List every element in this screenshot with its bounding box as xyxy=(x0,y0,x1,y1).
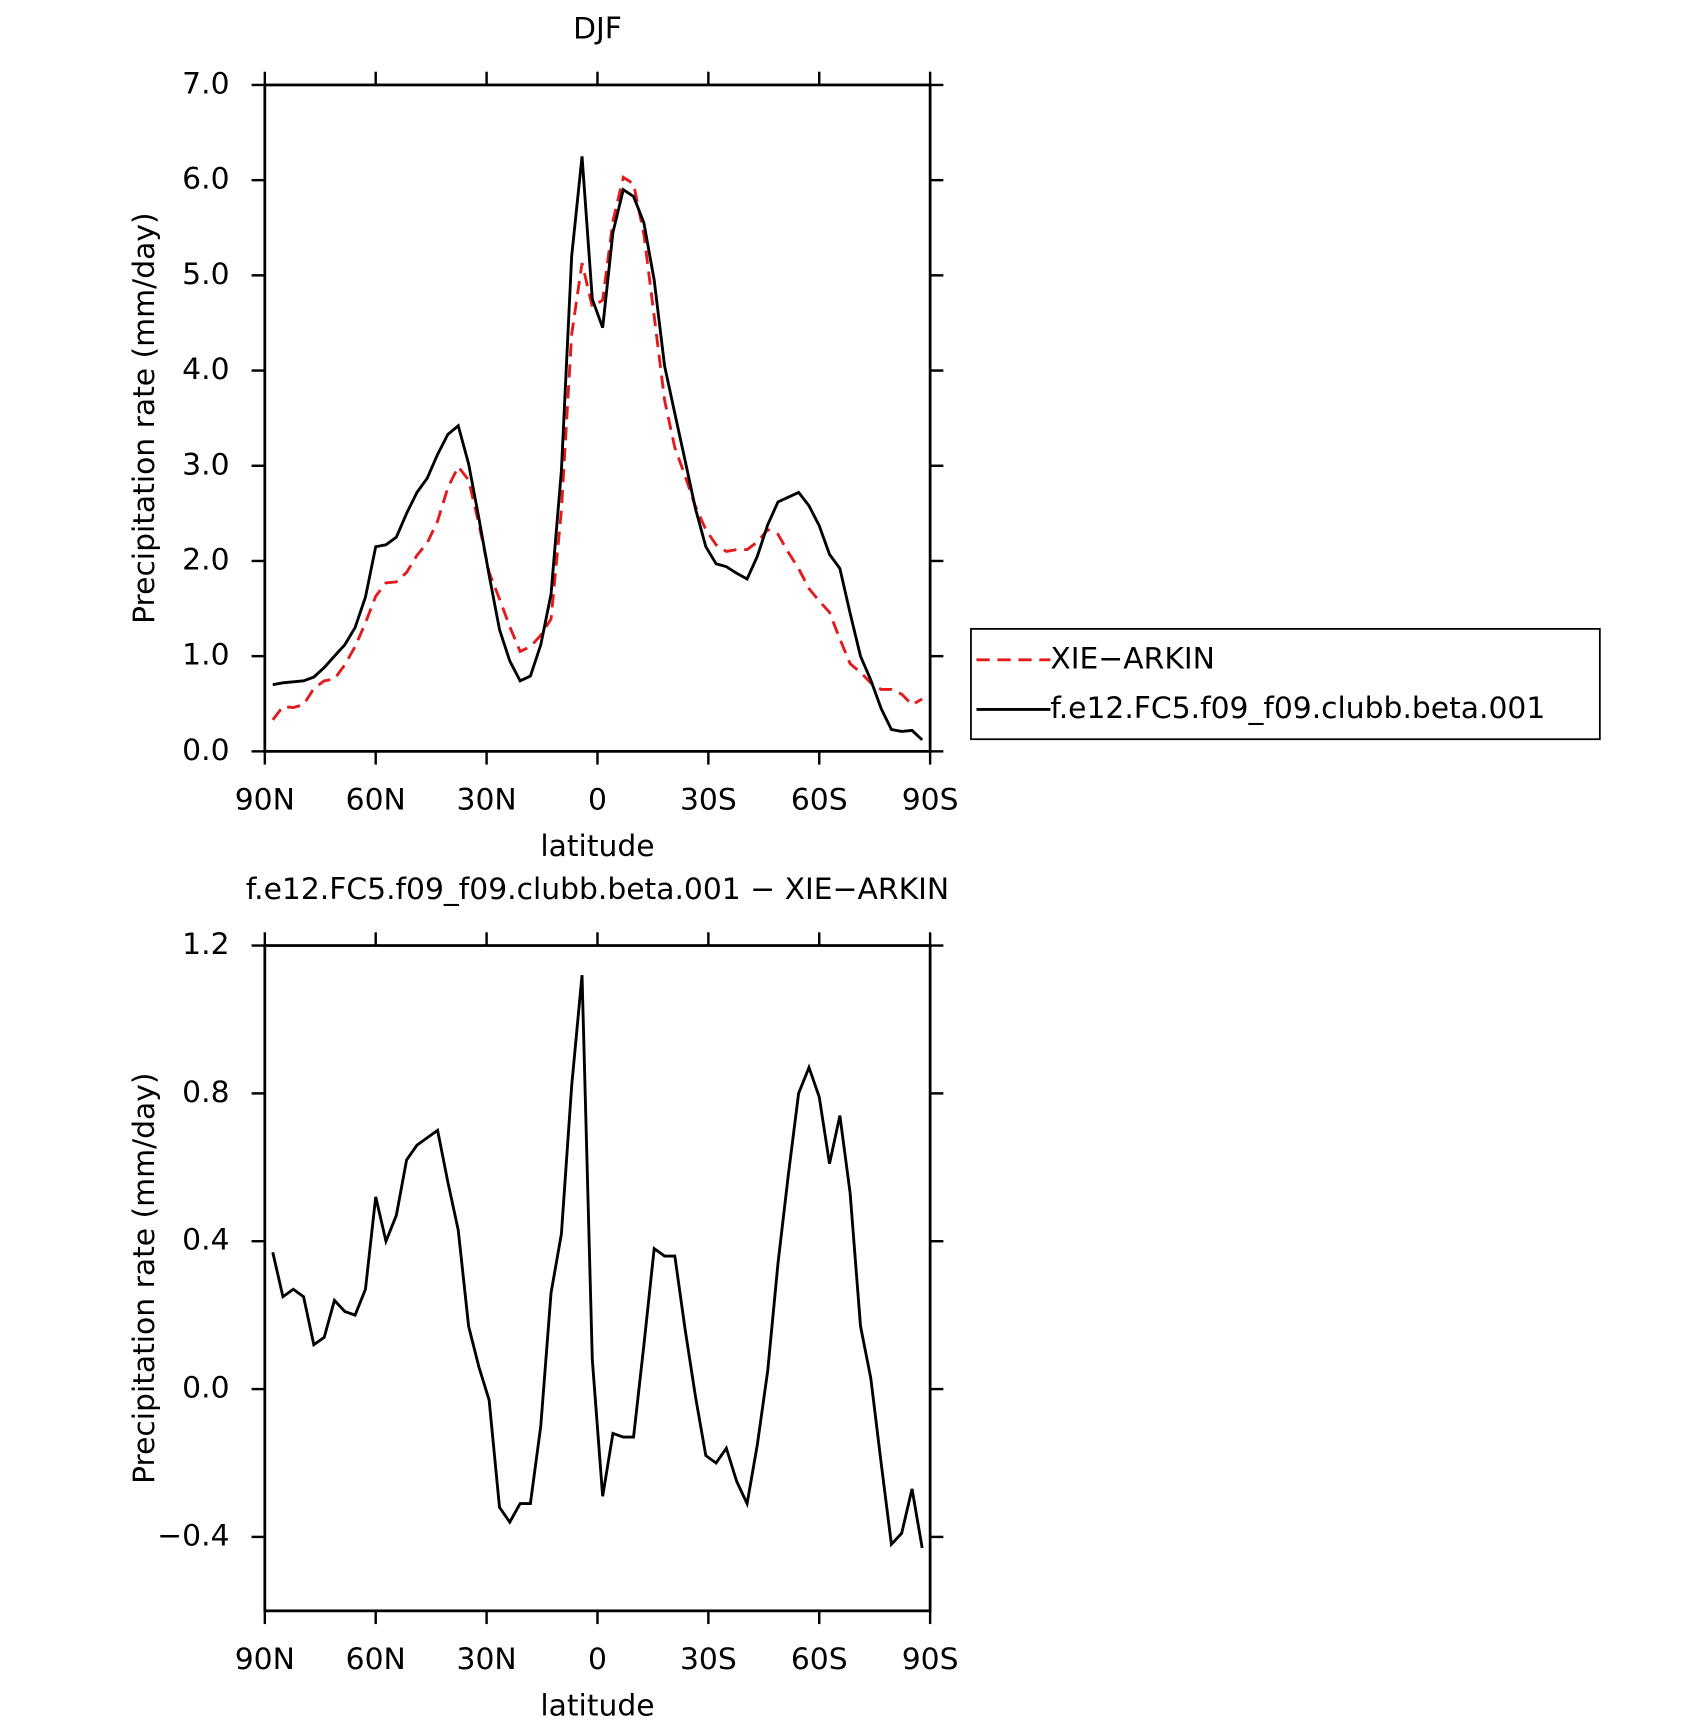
y-tick-label: 7.0 xyxy=(182,66,229,101)
y-axis-label: Precipitation rate (mm/day) xyxy=(127,212,162,623)
plot-frame xyxy=(263,944,932,1613)
x-tick-label: 90S xyxy=(902,783,959,818)
y-tick-label: 0.0 xyxy=(182,1371,229,1406)
x-axis-label: latitude xyxy=(540,1688,654,1723)
y-tick-label: 0.4 xyxy=(182,1223,229,1258)
y-tick-label: 2.0 xyxy=(182,542,229,577)
legend-box xyxy=(970,628,1601,741)
x-tick-label: 90N xyxy=(235,783,295,818)
chart-title: DJF xyxy=(573,11,622,46)
y-tick-label: 0.8 xyxy=(182,1075,229,1110)
x-tick-label: 60S xyxy=(791,1642,848,1677)
y-tick-label: 0.0 xyxy=(182,733,229,768)
data-line xyxy=(271,974,924,1549)
x-tick-label: 0 xyxy=(588,783,607,818)
x-axis-label: latitude xyxy=(540,829,654,864)
x-tick-label: 30N xyxy=(457,783,517,818)
legend-label: XIE−ARKIN xyxy=(1050,641,1215,676)
y-tick-label: 6.0 xyxy=(182,162,229,197)
y-tick-label: 5.0 xyxy=(182,257,229,292)
x-tick-label: 30S xyxy=(680,783,737,818)
chart-title: f.e12.FC5.f09_f09.clubb.beta.001 − XIE−A… xyxy=(246,872,949,907)
x-tick-label: 60N xyxy=(346,783,406,818)
y-tick-label: −0.4 xyxy=(157,1518,229,1553)
x-tick-label: 90N xyxy=(235,1642,295,1677)
y-tick-label: 1.0 xyxy=(182,638,229,673)
plot-frame xyxy=(263,83,932,753)
x-tick-label: 0 xyxy=(588,1642,607,1677)
y-tick-label: 3.0 xyxy=(182,447,229,482)
y-tick-label: 4.0 xyxy=(182,352,229,387)
x-tick-label: 60N xyxy=(346,1642,406,1677)
x-tick-label: 30S xyxy=(680,1642,737,1677)
x-tick-label: 30N xyxy=(457,1642,517,1677)
legend-label: f.e12.FC5.f09_f09.clubb.beta.001 xyxy=(1050,691,1545,726)
y-axis-label: Precipitation rate (mm/day) xyxy=(127,1072,162,1483)
y-tick-label: 1.2 xyxy=(182,927,229,962)
x-tick-label: 90S xyxy=(902,1642,959,1677)
data-line xyxy=(272,156,924,741)
data-line xyxy=(271,174,923,721)
x-tick-label: 60S xyxy=(791,783,848,818)
